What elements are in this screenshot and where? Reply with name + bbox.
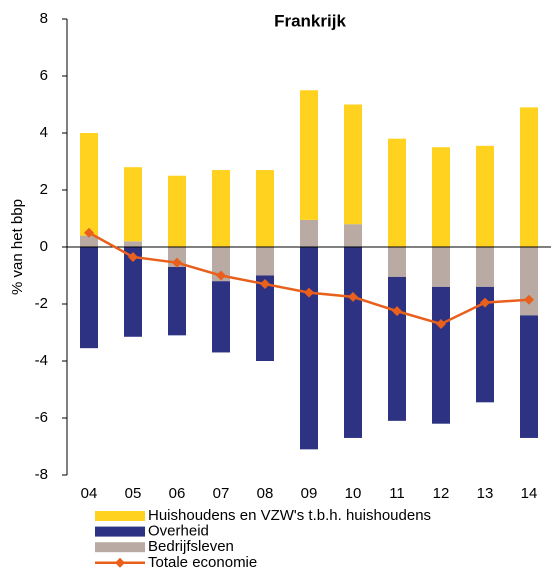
bar (212, 170, 230, 247)
bar (476, 286, 494, 403)
x-tick-label: 08 (257, 485, 274, 502)
bar (388, 276, 406, 421)
legend-swatch (95, 526, 145, 537)
marker (216, 270, 226, 281)
marker (260, 279, 270, 290)
x-tick-label: 11 (389, 485, 405, 502)
bar (476, 145, 494, 247)
x-tick-label: 12 (433, 485, 450, 502)
bar (256, 247, 274, 276)
legend-label: Huishoudens en VZW's t.b.h. huishoudens (148, 507, 431, 524)
marker (128, 251, 138, 262)
x-tick-label: 09 (301, 485, 318, 502)
bar (80, 235, 98, 247)
bar (520, 107, 538, 247)
bar (124, 247, 142, 337)
bar (80, 133, 98, 236)
y-axis-title: % van het bbp (9, 199, 26, 295)
bar (300, 90, 318, 220)
bar (124, 167, 142, 242)
legend-label: Totale economie (148, 554, 257, 571)
legend-marker (115, 557, 125, 568)
x-tick-label: 10 (345, 485, 362, 502)
y-tick-label: -4 (35, 352, 48, 369)
bar (344, 247, 362, 438)
marker (304, 287, 314, 298)
marker (348, 291, 358, 302)
legend-swatch (95, 542, 145, 553)
bar (80, 247, 98, 349)
bar (388, 247, 406, 277)
marker (524, 294, 534, 305)
x-tick-label: 06 (169, 485, 186, 502)
marker (480, 297, 490, 308)
x-tick-label: 14 (521, 485, 538, 502)
bar (212, 247, 230, 282)
y-tick-label: -8 (35, 466, 48, 483)
bar (388, 138, 406, 247)
marker (172, 257, 182, 268)
x-tick-label: 05 (125, 485, 142, 502)
bar (212, 281, 230, 353)
legend-swatch (95, 511, 145, 521)
bar (432, 286, 450, 424)
bar (344, 224, 362, 247)
bar (168, 266, 186, 336)
bar (256, 275, 274, 361)
y-tick-label: 8 (40, 10, 48, 27)
y-tick-label: -6 (35, 409, 48, 426)
y-tick-label: 4 (40, 124, 48, 141)
x-tick-label: 07 (213, 485, 230, 502)
marker (84, 227, 94, 238)
legend-label: Overheid (148, 523, 209, 540)
bar (300, 247, 318, 450)
marker (392, 306, 402, 317)
legend-label: Bedrijfsleven (148, 538, 234, 555)
bar (300, 219, 318, 247)
bar (432, 147, 450, 247)
bar (520, 315, 538, 438)
bar (476, 247, 494, 287)
x-tick-label: 13 (477, 485, 494, 502)
bar (520, 247, 538, 316)
bar (432, 247, 450, 287)
x-tick-label: 04 (81, 485, 98, 502)
y-tick-label: -2 (35, 295, 48, 312)
y-tick-label: 6 (40, 67, 48, 84)
bar (124, 241, 142, 247)
marker (436, 318, 446, 329)
y-tick-label: 2 (40, 181, 48, 198)
chart-title: Frankrijk (274, 11, 346, 30)
bar (256, 170, 274, 247)
bar (168, 175, 186, 247)
y-tick-label: 0 (40, 238, 48, 255)
bar (344, 104, 362, 225)
